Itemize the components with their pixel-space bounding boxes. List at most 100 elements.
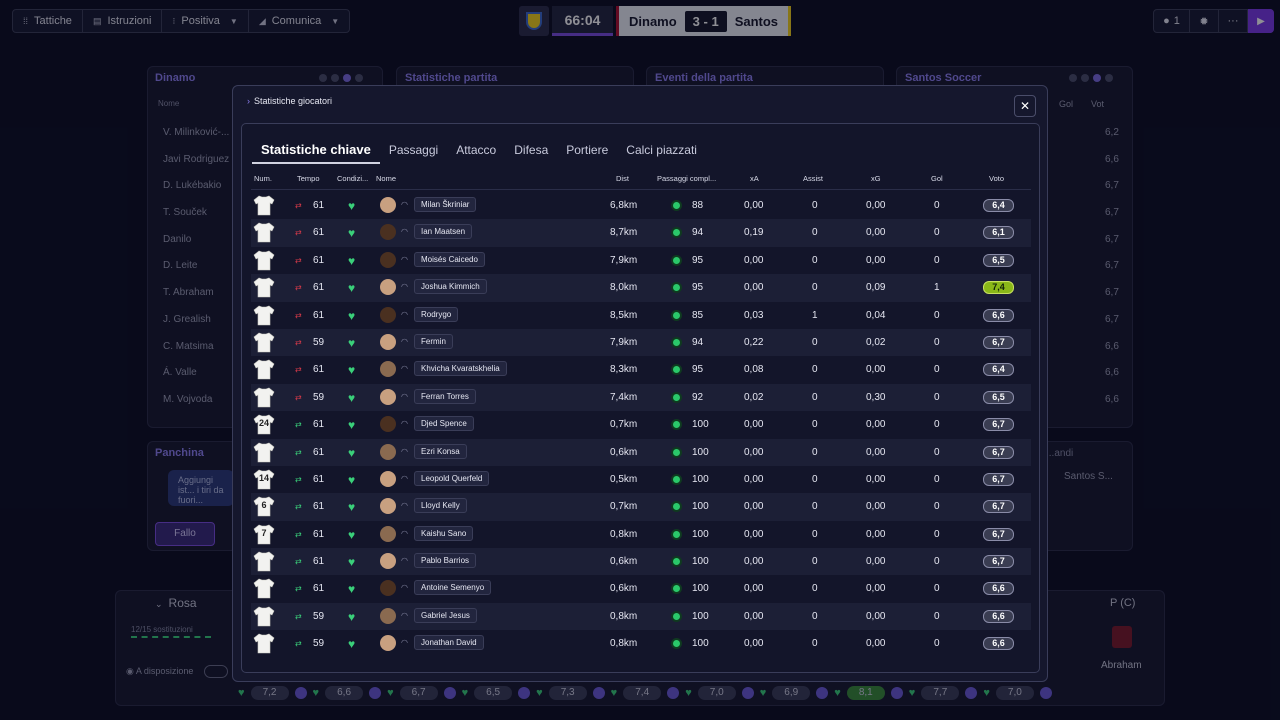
col-tempo[interactable]: Tempo xyxy=(297,174,320,183)
distance: 0,6km xyxy=(610,446,638,458)
squad-title[interactable]: ⌄ Rosa xyxy=(155,596,197,610)
mentality-label: Positiva xyxy=(181,15,220,27)
tab-defense[interactable]: Difesa xyxy=(514,143,549,157)
player-name[interactable]: Joshua Kimmich xyxy=(414,279,487,295)
play-button[interactable]: ▶ xyxy=(1248,9,1274,33)
tab-attack[interactable]: Attacco xyxy=(456,143,497,157)
list-item[interactable]: M. Vojvoda xyxy=(163,393,213,405)
settings-button[interactable]: ✹ xyxy=(1190,10,1219,32)
list-item[interactable]: D. Leite xyxy=(163,260,198,272)
instructions-button[interactable]: ▤ Istruzioni xyxy=(83,10,163,32)
player-name[interactable]: Ezri Konsa xyxy=(414,443,467,459)
player-name[interactable]: Kaishu Sano xyxy=(414,525,474,541)
table-row[interactable]: ⇄ 61 ♥ ◠ Khvicha Kvaratskhelia 8,3km 95 0,08 0 0,… xyxy=(251,356,1031,383)
player-abraham[interactable]: Abraham xyxy=(1101,660,1142,671)
distance: 8,3km xyxy=(610,364,638,376)
list-item[interactable]: V. Milinković-... xyxy=(163,127,230,138)
table-row[interactable]: ⇄ 61 ♥ ◠ Milan Škriniar 6,8km 88 0,00 0 0,00 0 6,4 xyxy=(251,192,1031,219)
player-avatar xyxy=(380,580,396,597)
table-row[interactable]: ⇄ 61 ♥ ◠ Moisés Caicedo 7,9km 95 0,00 0 0,00 0 6,5 xyxy=(251,247,1031,274)
list-item[interactable]: Á. Valle xyxy=(163,367,197,379)
substitution-icon: ⇄ xyxy=(295,337,302,347)
rating-chip: 6,7 xyxy=(399,686,438,700)
player-name[interactable]: Khvicha Kvaratskhelia xyxy=(414,361,507,377)
col-num[interactable]: Num. xyxy=(254,174,272,183)
table-row[interactable]: ⇄ 59 ♥ ◠ Ferran Torres 7,4km 92 0,02 0 0,30 0 6,5 xyxy=(251,383,1031,412)
assist-value: 1 xyxy=(812,309,818,321)
table-row[interactable]: 24 ⇄ 61 ♥ ◠ Djed Spence 0,7km 100 0,00 0 0,00 0 6,7 xyxy=(251,411,1031,438)
goals-value: 0 xyxy=(934,473,940,485)
list-item[interactable]: Javi Rodriguez xyxy=(163,153,230,165)
col-dist[interactable]: Dist xyxy=(616,174,629,183)
col-gol[interactable]: Gol xyxy=(931,174,943,183)
player-name[interactable]: Jonathan David xyxy=(414,635,484,651)
player-name[interactable]: Ferran Torres xyxy=(414,388,476,404)
player-name[interactable]: Fermin xyxy=(414,333,453,349)
player-name[interactable]: Antoine Semenyo xyxy=(414,580,492,596)
col-name[interactable]: Nome xyxy=(376,174,397,183)
table-row[interactable]: ⇄ 59 ♥ ◠ Jonathan David 0,8km 100 0,00 0 0,00 0 6,6 xyxy=(251,630,1031,657)
foul-button[interactable]: Fallo xyxy=(155,522,215,546)
close-button[interactable]: ✕ xyxy=(1014,95,1036,117)
col-passes[interactable]: Passaggi compl... xyxy=(657,174,717,183)
xa-value: 0,00 xyxy=(744,528,764,540)
table-row[interactable]: ⇄ 59 ♥ ◠ Fermin 7,9km 94 0,22 0 0,02 0 6,7 xyxy=(251,328,1031,357)
distance: 0,8km xyxy=(610,528,638,540)
tab-set-pieces[interactable]: Calci piazzati xyxy=(626,143,697,157)
table-row[interactable]: ⇄ 61 ♥ ◠ Rodrygo 8,5km 85 0,03 1 0,04 0 6,6 xyxy=(251,302,1031,329)
player-avatar xyxy=(380,333,396,350)
morale-icon xyxy=(294,687,307,699)
available-toggle[interactable] xyxy=(204,665,228,678)
list-item[interactable]: T. Souček xyxy=(163,207,207,219)
list-item[interactable]: Danilo xyxy=(163,233,192,245)
table-row[interactable]: ⇄ 61 ♥ ◠ Ezri Konsa 0,6km 100 0,00 0 0,00 0 6,7 xyxy=(251,438,1031,466)
player-avatar xyxy=(380,470,396,487)
tactics-button[interactable]: ⁞⁞ Tattiche xyxy=(13,10,83,32)
table-row[interactable]: ⇄ 61 ♥ ◠ Joshua Kimmich 8,0km 95 0,00 0 0,09 1 7,4 xyxy=(251,274,1031,302)
rating-cell: 6,6 xyxy=(1105,393,1119,405)
communicate-dropdown[interactable]: ◢ Comunica ▼ xyxy=(249,10,349,32)
list-item[interactable]: J. Grealish xyxy=(163,313,211,325)
distance: 7,9km xyxy=(610,254,638,266)
minutes-played: 61 xyxy=(313,364,325,376)
minutes-played: 61 xyxy=(313,419,325,431)
col-xa[interactable]: xA xyxy=(750,174,759,183)
shirt-icon xyxy=(253,195,275,216)
col-assist[interactable]: Assist xyxy=(803,174,824,183)
list-item[interactable]: D. Lukébakio xyxy=(163,180,222,192)
player-name[interactable]: Rodrygo xyxy=(414,306,459,322)
player-name[interactable]: Pablo Barrios xyxy=(414,553,477,569)
player-name[interactable]: Gabriel Jesus xyxy=(414,607,477,623)
heart-icon: ♥ xyxy=(348,445,356,460)
player-name[interactable]: Djed Spence xyxy=(414,416,474,432)
col-condition[interactable]: Condizi... xyxy=(337,174,369,183)
users-button[interactable]: ● 1 xyxy=(1154,10,1190,32)
squad-title-label: Rosa xyxy=(168,596,197,610)
list-item[interactable]: T. Abraham xyxy=(163,287,214,299)
table-row[interactable]: ⇄ 61 ♥ ◠ Antoine Semenyo 0,6km 100 0,00 0 0,00 0 6,… xyxy=(251,575,1031,602)
player-name[interactable]: Moisés Caicedo xyxy=(414,251,485,267)
person-icon: ◠ xyxy=(401,309,408,319)
col-xg[interactable]: xG xyxy=(871,174,881,183)
list-item[interactable]: C. Matsima xyxy=(163,340,214,352)
player-name[interactable]: Leopold Querfeld xyxy=(414,470,490,486)
tab-passes[interactable]: Passaggi xyxy=(388,143,439,157)
table-row[interactable]: ⇄ 59 ♥ ◠ Gabriel Jesus 0,8km 100 0,00 0 0,00 0 6,6 xyxy=(251,602,1031,631)
table-row[interactable]: 6 ⇄ 61 ♥ ◠ Lloyd Kelly 0,7km 100 0,00 0 0,00 0 6,7 xyxy=(251,493,1031,521)
substitution-icon: ⇄ xyxy=(295,392,302,402)
assist-value: 0 xyxy=(812,610,818,622)
player-name[interactable]: Lloyd Kelly xyxy=(414,498,467,514)
table-row[interactable]: ⇄ 61 ♥ ◠ Pablo Barrios 0,6km 100 0,00 0 0,00 0 6,7 xyxy=(251,548,1031,576)
table-row[interactable]: 14 ⇄ 61 ♥ ◠ Leopold Querfeld 0,5km 100 0,00 0 0,00… xyxy=(251,466,1031,493)
player-name[interactable]: Ian Maatsen xyxy=(414,224,473,240)
more-button[interactable]: ··· xyxy=(1219,10,1248,32)
tab-goalkeeper[interactable]: Portiere xyxy=(566,143,609,157)
mentality-dropdown[interactable]: ⁝ Positiva ▼ xyxy=(162,10,249,32)
tab-key-stats[interactable]: Statistiche chiave xyxy=(252,140,380,164)
player-name[interactable]: Milan Škriniar xyxy=(414,197,477,212)
player-avatar xyxy=(380,416,396,433)
xa-value: 0,22 xyxy=(744,336,764,348)
table-row[interactable]: 7 ⇄ 61 ♥ ◠ Kaishu Sano 0,8km 100 0,00 0 0,00 0 6,7 xyxy=(251,521,1031,548)
col-voto[interactable]: Voto xyxy=(989,174,1005,183)
table-row[interactable]: ⇄ 61 ♥ ◠ Ian Maatsen 8,7km 94 0,19 0 0,00 0 6,1 xyxy=(251,219,1031,247)
